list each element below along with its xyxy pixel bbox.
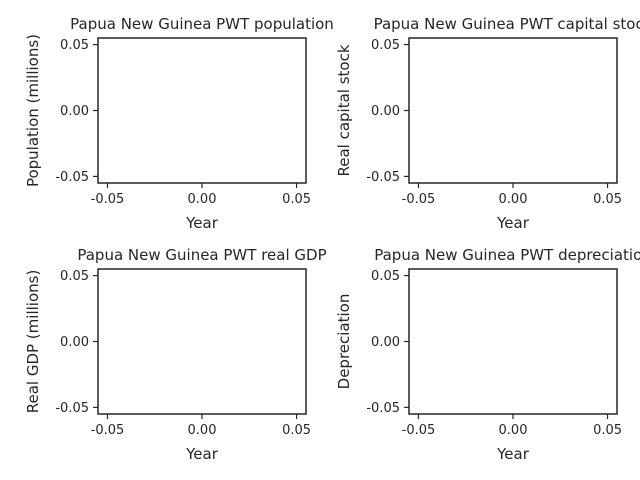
y-tick-label: 0.00 [371,335,400,350]
y-tick-label: -0.05 [366,170,400,185]
plot-frame [408,37,618,184]
x-tick-label: 0.00 [499,423,528,438]
x-axis-label: Year [185,445,219,463]
chart-title: Papua New Guinea PWT population [70,15,334,33]
plot-frame [408,268,618,415]
subplot-3: Papua New Guinea PWT real GDP -0.05 0.00 0.… [24,246,327,463]
x-tick-label: 0.00 [499,192,528,207]
y-tick-label: 0.05 [371,269,400,284]
chart-title: Papua New Guinea PWT depreciation [374,246,640,264]
subplot-1: Papua New Guinea PWT population -0.05 0.00… [24,15,334,232]
y-axis-label: Population (millions) [24,34,42,187]
y-tick-label: 0.05 [60,38,89,53]
y-tick-label: 0.05 [60,269,89,284]
y-tick-label: -0.05 [366,401,400,416]
y-tick-label: 0.00 [371,104,400,119]
x-tick-label: -0.05 [91,423,125,438]
x-axis-label: Year [496,214,530,232]
x-tick-label: -0.05 [402,192,436,207]
y-axis-label: Real GDP (millions) [24,270,42,414]
x-tick-label: 0.05 [593,192,622,207]
x-tick-label: 0.05 [593,423,622,438]
plot-frame [97,268,307,415]
x-tick-label: 0.00 [188,423,217,438]
y-axis-label: Real capital stock [335,44,353,176]
x-axis-label: Year [496,445,530,463]
y-tick-label: 0.00 [60,104,89,119]
x-tick-label: 0.05 [282,423,311,438]
plot-frame [97,37,307,184]
x-tick-label: -0.05 [402,423,436,438]
y-tick-label: 0.05 [371,38,400,53]
x-axis-label: Year [185,214,219,232]
y-axis-label: Depreciation [335,294,353,390]
x-tick-label: 0.00 [188,192,217,207]
x-tick-label: 0.05 [282,192,311,207]
y-tick-label: -0.05 [55,170,89,185]
y-tick-label: 0.00 [60,335,89,350]
subplot-2: Papua New Guinea PWT capital stock -0.05 0… [335,15,640,232]
chart-title: Papua New Guinea PWT real GDP [77,246,326,264]
chart-title: Papua New Guinea PWT capital stock [374,15,640,33]
y-tick-label: -0.05 [55,401,89,416]
x-tick-label: -0.05 [91,192,125,207]
subplot-4: Papua New Guinea PWT depreciation -0.05 0.… [335,246,640,463]
